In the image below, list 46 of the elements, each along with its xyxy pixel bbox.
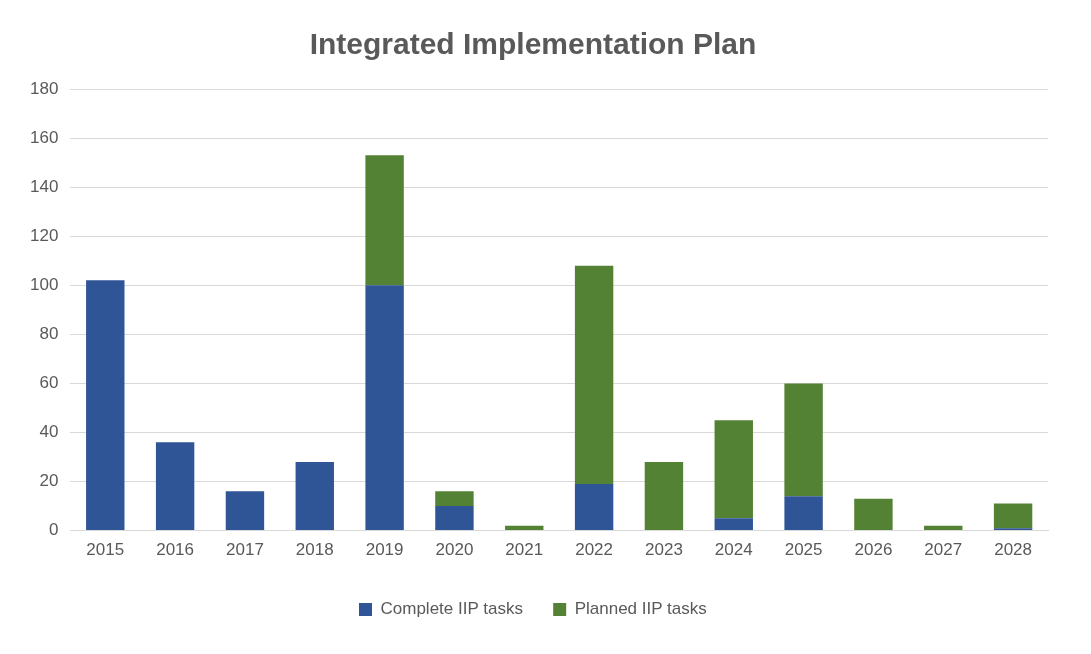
y-tick-label: 100 [29,274,59,294]
y-tick-label: 120 [29,225,59,245]
bar [854,498,893,531]
y-tick-label: 0 [48,520,59,540]
bar [714,518,753,531]
y-tick-label: 180 [29,78,59,98]
bar [924,525,963,531]
bar [365,285,404,531]
bar [225,491,265,531]
chart-title: Integrated Implementation Plan [309,27,757,61]
bar [365,155,404,286]
x-tick-label: 2020 [435,540,474,560]
bar [644,461,684,531]
x-tick-label: 2025 [784,540,823,560]
x-tick-label: 2028 [994,540,1032,560]
x-tick-label: 2024 [714,540,753,560]
bar [86,280,125,531]
x-tick-label: 2026 [854,540,893,560]
bar [155,442,195,531]
legend-label: Planned IIP tasks [574,599,707,619]
y-tick-label: 140 [29,176,59,196]
x-tick-label: 2022 [575,540,614,560]
bar [784,496,823,531]
bar [993,503,1033,529]
x-tick-label: 2021 [505,540,544,560]
x-tick-label: 2027 [924,540,963,560]
y-tick-label: 80 [39,324,59,344]
x-tick-label: 2018 [295,540,334,560]
y-tick-label: 160 [29,127,59,147]
bar [435,506,474,531]
x-tick-label: 2023 [645,540,683,560]
y-tick-label: 20 [39,471,59,491]
x-tick-label: 2015 [86,540,125,560]
x-tick-label: 2017 [226,540,264,560]
bar [784,383,823,497]
bar [574,483,614,531]
bar [435,491,474,507]
bar [295,461,334,531]
y-tick-label: 40 [39,422,59,442]
legend-label: Complete IIP tasks [380,599,523,619]
bar [714,420,753,519]
bar [505,525,544,531]
x-tick-label: 2016 [156,540,195,560]
bar [574,265,614,484]
y-tick-label: 60 [39,373,59,393]
x-tick-label: 2019 [365,540,404,560]
